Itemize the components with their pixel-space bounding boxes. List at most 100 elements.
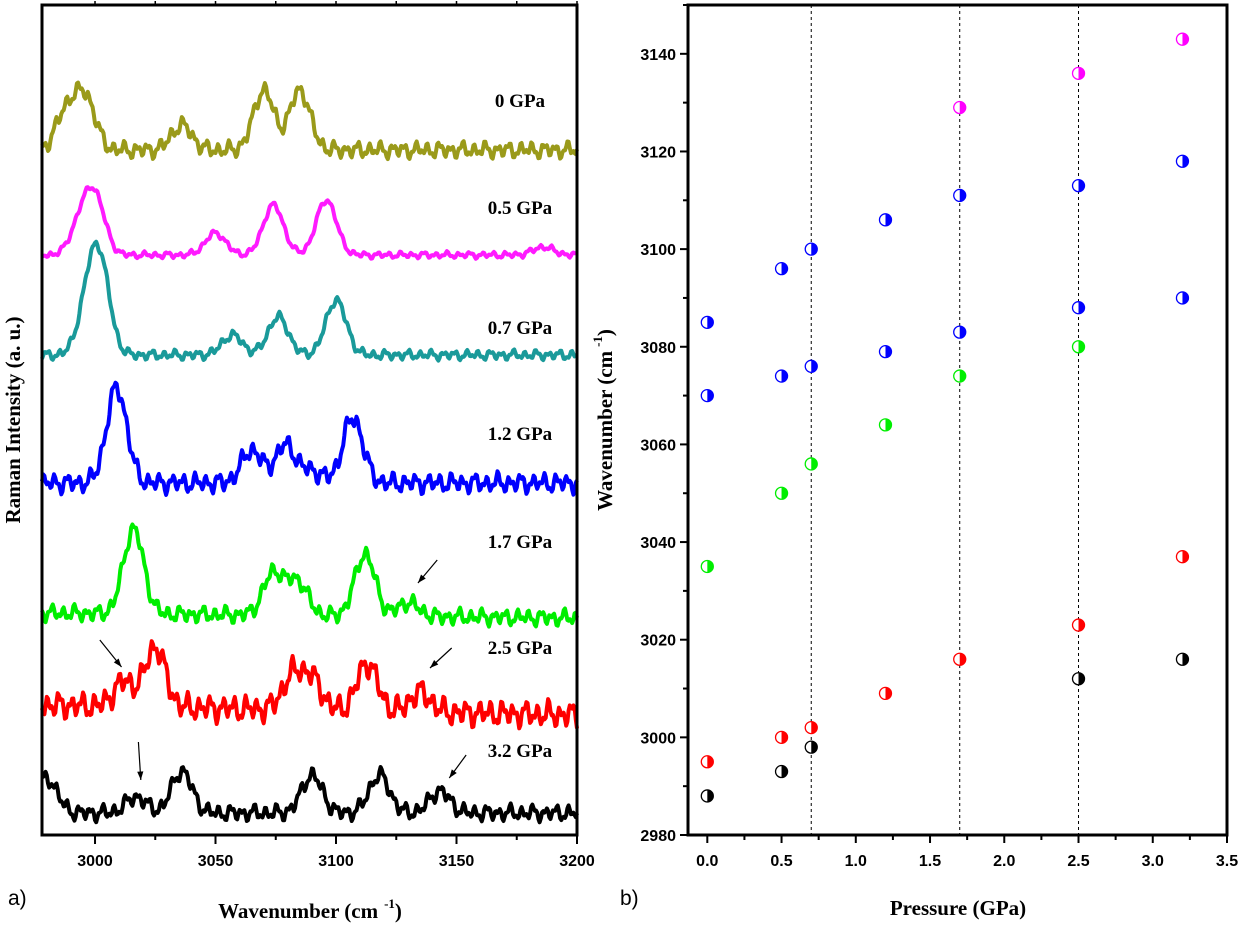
x-tick-label: 1.5 — [919, 853, 941, 870]
y-tick-label: 2980 — [640, 828, 676, 845]
panel-b-xlabel: Pressure (GPa) — [890, 896, 1026, 920]
marker-fill — [959, 653, 966, 666]
y-tick-label: 3060 — [640, 437, 676, 454]
data-point — [1071, 301, 1086, 315]
data-point — [804, 740, 818, 754]
spectrum-label: 3.2 GPa — [488, 741, 553, 762]
data-point — [804, 242, 818, 256]
x-tick-label: 3.0 — [1142, 853, 1164, 870]
marker-fill — [781, 487, 788, 500]
marker-fill — [1078, 672, 1085, 685]
spectrum-line — [41, 765, 579, 825]
marker-fill — [707, 560, 714, 573]
marker-fill — [707, 755, 714, 768]
data-point — [1175, 32, 1190, 46]
data-point — [953, 652, 967, 666]
spectrum-label: 2.5 GPa — [488, 638, 553, 659]
panel-b-frame — [686, 3, 1229, 837]
panel-b-dashed-lines — [810, 5, 1080, 835]
marker-fill — [1182, 550, 1189, 563]
x-tick-label: 2.5 — [1067, 853, 1089, 870]
marker-fill — [781, 370, 788, 383]
data-point — [1175, 652, 1190, 666]
spectrum-line — [40, 522, 579, 629]
marker-fill — [781, 262, 788, 275]
data-point — [774, 261, 789, 276]
marker-fill — [959, 189, 966, 202]
spectrum-line — [40, 639, 579, 731]
data-point — [1175, 550, 1190, 564]
data-point — [700, 755, 714, 769]
x-tick-label: 3.5 — [1216, 853, 1238, 870]
arrow-head — [449, 769, 457, 778]
marker-fill — [1182, 155, 1189, 168]
data-point — [1175, 154, 1190, 168]
marker-fill — [1078, 67, 1085, 80]
arrow-head — [113, 658, 122, 667]
spectrum-label: 0.7 GPa — [488, 318, 553, 339]
arrow-head — [429, 660, 439, 668]
y-tick-label: 3080 — [640, 340, 676, 357]
panel-a-ylabel: Raman Intensity (a. u.) — [1, 316, 25, 523]
data-point — [804, 457, 818, 471]
y-tick-label: 3020 — [640, 633, 676, 650]
y-tick-label: 3000 — [640, 730, 676, 747]
y-tick-label: 3140 — [640, 47, 676, 64]
panel-a-arrows — [99, 559, 467, 781]
marker-fill — [1182, 291, 1189, 304]
marker-fill — [885, 687, 892, 700]
marker-fill — [811, 360, 818, 373]
data-point — [878, 418, 893, 432]
panel-b-points — [700, 32, 1190, 803]
data-point — [774, 369, 789, 383]
spectrum-label: 1.7 GPa — [488, 532, 553, 553]
x-tick-label: 3200 — [559, 853, 595, 870]
data-point — [1071, 672, 1086, 686]
spectrum-line — [40, 380, 579, 497]
panel-a-label: a) — [8, 887, 27, 910]
marker-fill — [781, 731, 788, 744]
panel-b-ylabel: Wavenumber (cm-1) — [590, 329, 617, 511]
arrow-head — [417, 574, 426, 583]
data-point — [878, 686, 893, 701]
marker-fill — [959, 370, 966, 383]
panel-b-peak-positions: 0.0 0.5 1.0 1.5 2.0 2.5 3.0 3.5 2980 3000 3020 3040… — [590, 3, 1238, 920]
data-point — [1071, 618, 1086, 632]
marker-fill — [1078, 340, 1085, 353]
panel-a-ticks: 3000 3050 3100 3150 3200 — [77, 1, 595, 870]
marker-fill — [1182, 33, 1189, 46]
arrow-head — [137, 771, 144, 780]
y-tick-label: 3100 — [640, 242, 676, 259]
panel-a-xlabel: Wavenumber (cm -1) — [218, 896, 402, 923]
data-point — [953, 100, 967, 115]
marker-fill — [885, 418, 892, 431]
data-point — [1071, 66, 1086, 81]
data-point — [804, 359, 818, 373]
x-tick-label: 0.0 — [696, 853, 718, 870]
marker-fill — [1078, 619, 1085, 632]
x-tick-label: 2.0 — [993, 853, 1015, 870]
data-point — [953, 369, 967, 383]
panel-a-raman-spectra: 3000 3050 3100 3150 3200 0 GPa 0.5 GPa 0.7 GPa… — [1, 1, 595, 923]
spectrum-line — [40, 80, 579, 162]
marker-fill — [707, 789, 714, 802]
y-tick-label: 3040 — [640, 535, 676, 552]
marker-fill — [707, 316, 714, 329]
x-tick-label: 0.5 — [770, 853, 792, 870]
data-point — [700, 559, 714, 574]
data-point — [1071, 178, 1086, 193]
spectrum-line — [40, 185, 579, 261]
marker-fill — [959, 326, 966, 339]
marker-fill — [781, 765, 788, 778]
data-point — [1175, 291, 1190, 305]
data-point — [804, 720, 818, 735]
data-point — [878, 344, 893, 359]
data-point — [774, 486, 789, 500]
data-point — [774, 730, 789, 745]
x-tick-label: 3100 — [318, 853, 354, 870]
data-point — [700, 388, 714, 403]
marker-fill — [1078, 179, 1085, 192]
data-point — [953, 188, 967, 203]
x-tick-label: 1.0 — [845, 853, 867, 870]
